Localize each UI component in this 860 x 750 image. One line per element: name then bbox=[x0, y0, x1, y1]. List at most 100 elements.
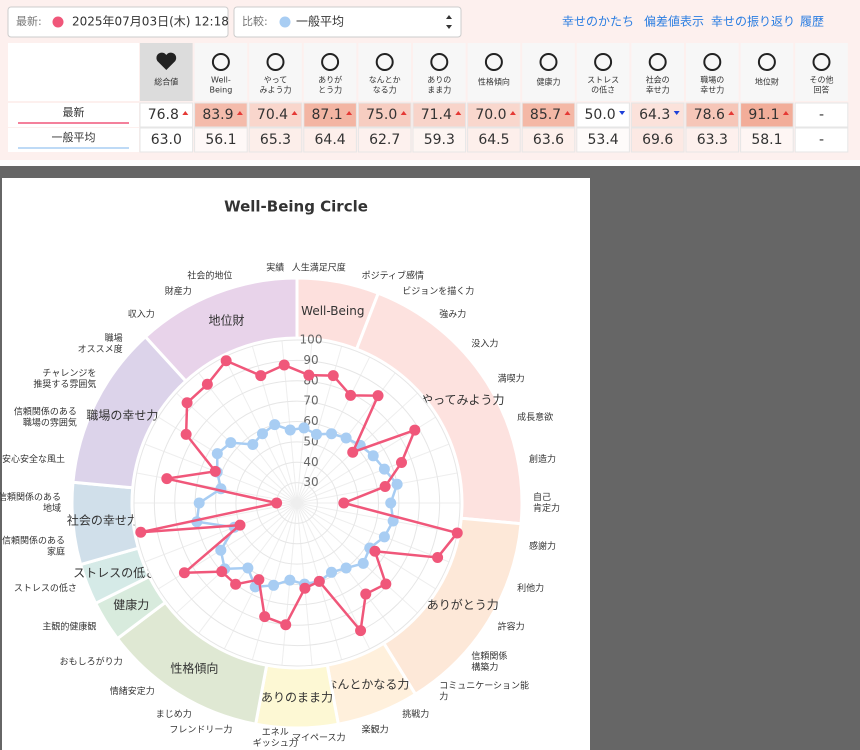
group-label: 地位財 bbox=[209, 313, 245, 328]
value-cell bbox=[740, 127, 794, 153]
group-segment bbox=[143, 276, 299, 384]
icon-heart bbox=[156, 52, 177, 70]
series-point bbox=[369, 545, 381, 557]
column-label: Being bbox=[210, 86, 233, 95]
column-label: 回答 bbox=[814, 85, 830, 95]
column-icon bbox=[648, 53, 667, 71]
row-label: 最新 bbox=[63, 105, 85, 119]
series-point bbox=[391, 478, 403, 490]
column-label: 地位財 bbox=[755, 77, 779, 87]
grid-ring bbox=[255, 461, 339, 545]
grid-ring bbox=[235, 441, 359, 565]
cell-value: 64.4 bbox=[315, 132, 346, 148]
chart-title: Well-Being Circle bbox=[224, 198, 368, 216]
arrow-up bbox=[400, 111, 407, 115]
series-point bbox=[215, 544, 227, 556]
series-point bbox=[378, 531, 390, 543]
cell-value: 70.4 bbox=[257, 107, 288, 123]
arrow-up bbox=[291, 111, 298, 115]
latest-dot bbox=[52, 16, 64, 28]
nav-link[interactable]: 履歴 bbox=[800, 15, 824, 29]
group-label: なんとかなる力 bbox=[325, 677, 409, 691]
compare-select[interactable] bbox=[233, 6, 462, 38]
value-cell bbox=[521, 127, 576, 153]
r-tick-label: 100 bbox=[300, 333, 323, 347]
arrow-up bbox=[346, 111, 353, 115]
arrow-up bbox=[182, 111, 189, 115]
series-point bbox=[201, 378, 213, 390]
group-label: 性格傾向 bbox=[170, 660, 218, 675]
cell-value: 63.6 bbox=[533, 132, 564, 148]
item-label: フレンドリー力 bbox=[169, 723, 232, 735]
cell-value: 87.1 bbox=[312, 107, 343, 123]
nav-link[interactable]: 偏差値表示 bbox=[644, 14, 704, 29]
cell-value: 65.3 bbox=[260, 132, 291, 148]
nav-link[interactable]: 幸せのかたち bbox=[562, 15, 634, 29]
series-point bbox=[280, 619, 292, 631]
column-header bbox=[249, 43, 302, 101]
series-point bbox=[216, 566, 228, 578]
series-point bbox=[242, 562, 254, 574]
item-label: ポジティブ感情 bbox=[362, 270, 424, 282]
item-label: コミュニケーション能 bbox=[439, 679, 529, 691]
item-label: 実績 bbox=[266, 262, 284, 274]
series-point bbox=[380, 578, 392, 590]
select-arrows bbox=[446, 15, 452, 29]
item-label: オススメ度 bbox=[78, 343, 123, 355]
value-cell bbox=[139, 127, 194, 153]
item-label: 信頼関係 bbox=[471, 650, 507, 662]
column-header bbox=[795, 43, 848, 101]
column-label: ありの bbox=[427, 76, 451, 85]
column-header bbox=[576, 43, 630, 101]
column-label: ありが bbox=[318, 75, 342, 85]
column-icon bbox=[539, 53, 558, 71]
r-tick-label: 30 bbox=[303, 475, 318, 489]
column-label: まま力 bbox=[427, 85, 451, 95]
column-label: 幸せ力 bbox=[700, 85, 724, 95]
value-cell bbox=[576, 102, 630, 128]
arrow-up bbox=[564, 111, 571, 115]
series-point bbox=[379, 481, 391, 493]
item-label: 社会的地位 bbox=[187, 270, 232, 282]
series-point bbox=[247, 438, 259, 450]
series-point bbox=[181, 397, 193, 409]
item-label: 主観的健康観 bbox=[42, 621, 96, 633]
r-tick-label: 40 bbox=[303, 455, 318, 469]
item-label: 楽観力 bbox=[362, 723, 389, 735]
column-label: 社会の bbox=[646, 75, 670, 85]
cell-value: 70.0 bbox=[475, 107, 506, 123]
series-point bbox=[298, 422, 310, 434]
series-point bbox=[409, 424, 421, 436]
item-label: 収入力 bbox=[128, 308, 155, 320]
cell-value: 76.8 bbox=[148, 107, 179, 123]
cell-value: 58.1 bbox=[751, 132, 782, 148]
item-label: 挑戦力 bbox=[402, 708, 429, 720]
latest-box[interactable] bbox=[7, 6, 229, 38]
nav-link[interactable]: 幸せの振り返り bbox=[711, 15, 795, 29]
group-label: ありのまま力 bbox=[261, 691, 333, 705]
item-label: 自己 bbox=[533, 491, 551, 503]
series-point bbox=[387, 515, 399, 527]
item-label: 感謝力 bbox=[529, 540, 556, 552]
arrow-up bbox=[728, 111, 735, 115]
series-point bbox=[372, 390, 384, 402]
cell-value: 53.4 bbox=[588, 132, 619, 148]
series-point bbox=[340, 432, 352, 444]
column-label: 性格傾向 bbox=[478, 77, 510, 87]
item-label: ギッシュ力 bbox=[253, 737, 298, 749]
value-cell bbox=[630, 127, 685, 153]
column-icon bbox=[812, 53, 831, 71]
series-point bbox=[234, 519, 246, 531]
series-point bbox=[338, 497, 350, 509]
item-label: 推奨する雰囲気 bbox=[33, 378, 96, 390]
latest-date: 2025年07月03日(木) 12:18 bbox=[72, 15, 229, 29]
item-label: 成長意欲 bbox=[517, 411, 553, 423]
item-label: まじめ力 bbox=[156, 708, 192, 720]
series-point bbox=[209, 465, 221, 477]
item-label: マイペース力 bbox=[292, 731, 346, 743]
column-icon bbox=[375, 53, 394, 71]
item-label: 信頼関係のある bbox=[14, 406, 77, 418]
series-point bbox=[326, 566, 338, 578]
series-point bbox=[180, 428, 192, 440]
